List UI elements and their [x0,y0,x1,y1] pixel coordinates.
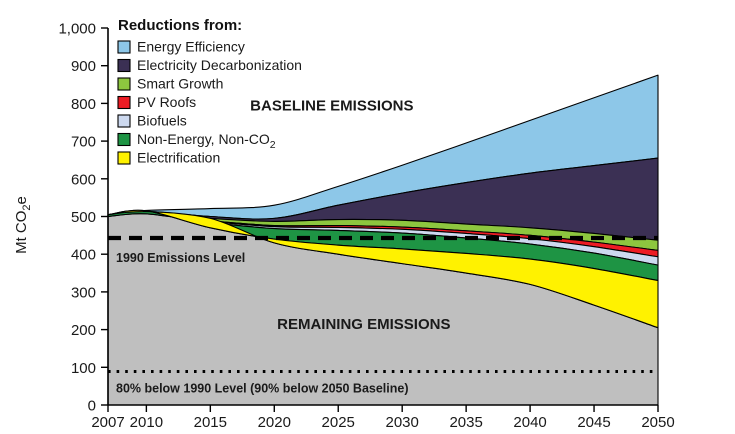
y-tick-label: 200 [71,322,96,339]
x-tick-label: 2050 [641,414,674,431]
legend-swatch-5 [117,132,131,147]
legend-label-pre: Non-Energy, Non-CO [137,131,270,147]
legend-swatch-0 [117,40,131,54]
annotations: BASELINE EMISSIONS REMAINING EMISSIONS 199… [116,97,450,395]
y-tick-label: 1,000 [58,21,96,38]
annotation-remaining-emissions: REMAINING EMISSIONS [277,316,450,333]
x-tick-label: 2007 [91,414,124,431]
x-tick-label: 2025 [322,414,355,431]
legend-swatch-6 [117,151,131,165]
legend-swatch-3 [117,95,131,110]
label-1990-emissions-level: 1990 Emissions Level [116,251,245,265]
y-tick-label: 300 [71,284,96,301]
area-band-electrification [107,209,659,329]
legend-item-label: Smart Growth [137,76,223,92]
legend-swatch-4 [117,114,131,128]
y-tick-label: 800 [71,96,96,113]
annotation-baseline-emissions: BASELINE EMISSIONS [250,97,413,114]
legend-swatch-2 [117,77,131,91]
plot-area [107,74,659,406]
x-tick-label: 2020 [258,414,291,431]
y-tick-label: 400 [71,247,96,264]
y-tick-label: 900 [71,58,96,75]
legend-item-label: Biofuels [137,113,187,129]
legend-item-label: Electrification [137,150,220,166]
y-tick-label: 100 [71,360,96,377]
y-axis-title: Mt CO2e [13,196,33,254]
legend-label-subscript: 2 [270,139,276,151]
y-axis-title-subscript: 2 [21,204,33,210]
x-tick-label: 2010 [130,414,163,431]
x-tick-label: 2015 [194,414,227,431]
legend-item-label: Electricity Decarbonization [137,57,302,73]
x-tick-label: 2045 [577,414,610,431]
legend-item-label: Non-Energy, Non-CO2 [137,131,276,151]
legend-item-label: PV Roofs [137,94,196,110]
y-tick-label: 500 [71,209,96,226]
legend-title: Reductions from: [118,17,242,34]
legend-item-label: Energy Efficiency [137,39,245,55]
x-tick-label: 2030 [385,414,418,431]
y-axis-title-pre: Mt CO [13,211,30,254]
legend: Reductions from: Energy Efficiency Electri… [117,17,302,166]
axes: 0 100 200 300 400 500 600 700 800 900 1,000 2007 201… [13,21,675,432]
y-tick-label: 700 [71,134,96,151]
y-tick-label: 600 [71,171,96,188]
x-tick-label: 2035 [449,414,482,431]
label-80-percent-below: 80% below 1990 Level (90% below 2050 Bas… [116,381,409,395]
y-axis-title-post: e [13,196,30,204]
y-tick-label: 0 [88,398,96,415]
legend-swatch-1 [117,58,131,73]
x-tick-label: 2040 [513,414,546,431]
